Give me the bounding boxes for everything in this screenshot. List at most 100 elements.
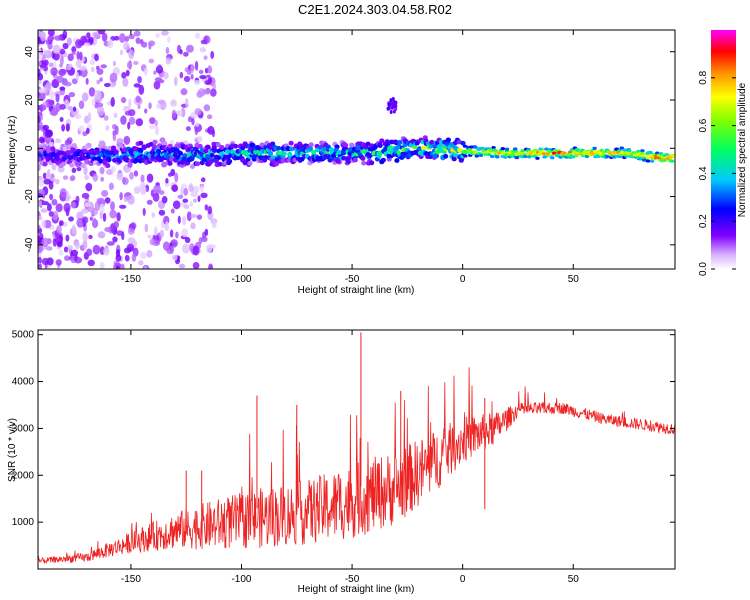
spectrogram-ridge-cell bbox=[267, 151, 274, 156]
spectrogram-ridge-cell bbox=[213, 158, 219, 164]
spectrogram-noise-cell bbox=[99, 203, 105, 214]
spectrogram-noise-cell bbox=[71, 167, 77, 174]
spectrogram-ridge-cell bbox=[80, 163, 86, 169]
spectrogram-noise-cell bbox=[63, 81, 72, 87]
spectrogram-noise-cell bbox=[38, 73, 44, 81]
spectrogram-noise-cell bbox=[192, 185, 200, 194]
spectrogram-ridge-cell bbox=[348, 142, 355, 148]
spectrogram-noise-cell bbox=[116, 230, 123, 236]
spectrogram-ridge-cell bbox=[105, 163, 111, 169]
spectrogram-ridge-cell bbox=[593, 149, 598, 154]
spectrogram-ridge-cell bbox=[226, 160, 232, 166]
spectrogram-ridge-cell bbox=[460, 140, 466, 146]
spectrogram-noise-cell bbox=[71, 51, 76, 56]
spectrogram-noise-cell bbox=[148, 42, 152, 50]
spectrogram-noise-cell bbox=[106, 241, 115, 246]
spectrogram-ridge-cell bbox=[343, 142, 349, 148]
spectrogram-noise-cell bbox=[78, 125, 85, 133]
spectrogram-panel: -150 -100 -50 0 50 -40 -20 0 20 40 Height of str… bbox=[7, 29, 676, 296]
spectrogram-noise-cell bbox=[152, 192, 160, 202]
spectrogram-ridge-cell bbox=[590, 152, 595, 156]
spectrogram-noise-cell bbox=[110, 97, 115, 107]
spectrogram-noise-cell bbox=[211, 220, 217, 229]
spectrogram-noise-cell bbox=[135, 118, 144, 127]
spectrogram-ridge-cell bbox=[458, 157, 464, 163]
spectrogram-noise-cell bbox=[165, 46, 170, 55]
spectrogram-blob-cell bbox=[389, 109, 393, 114]
spectrogram-noise-cell bbox=[124, 36, 130, 42]
spectrogram-noise-cell bbox=[75, 71, 80, 81]
spectrogram-noise-cell bbox=[105, 125, 110, 131]
spectrogram-noise-cell bbox=[38, 91, 46, 101]
spectrogram-ridge-cell bbox=[38, 156, 42, 162]
spectrogram-noise-cell bbox=[65, 196, 70, 202]
spectrogram-ridge-cell bbox=[205, 144, 211, 150]
spectrogram-noise-cell bbox=[200, 39, 207, 45]
spectrogram-noise-cell bbox=[192, 245, 200, 256]
spectrogram-blob-cell bbox=[390, 101, 394, 106]
spectrogram-noise-cell bbox=[45, 39, 50, 45]
spectrogram-noise-cell bbox=[182, 243, 190, 254]
spectrogram-ridge-cell bbox=[307, 146, 314, 152]
snr-y-label: SNR (10 * v/v) bbox=[7, 418, 18, 482]
spectrogram-noise-cell bbox=[51, 198, 58, 206]
spectrogram-noise-cell bbox=[203, 55, 208, 60]
spectrogram-noise-cell bbox=[76, 211, 84, 221]
spectrogram-noise-cell bbox=[204, 80, 212, 86]
spectrogram-noise-cell bbox=[183, 204, 190, 210]
spectrogram-noise-cell bbox=[135, 95, 141, 103]
colorbar-label: Normalized spectral amplitude bbox=[737, 82, 748, 217]
spectrogram-ridge-cell bbox=[473, 145, 478, 149]
spectrogram-ridge-cell bbox=[582, 150, 588, 154]
spectrogram-noise-cell bbox=[44, 84, 48, 94]
spectrogram-noise-cell bbox=[49, 90, 55, 100]
spectrogram-noise-cell bbox=[82, 232, 88, 242]
spectrogram-ridge-cell bbox=[495, 155, 500, 159]
spectrogram-x-tick-label: -50 bbox=[345, 274, 360, 285]
spectrogram-noise-cell bbox=[144, 223, 149, 233]
spectrogram-noise-cell bbox=[160, 30, 169, 36]
spectrogram-noise-cell bbox=[38, 236, 42, 245]
spectrogram-noise-cell bbox=[149, 117, 156, 125]
spectrogram-noise-cell bbox=[44, 129, 53, 138]
spectrogram-noise-cell bbox=[126, 243, 134, 252]
colorbar-gradient bbox=[711, 30, 736, 269]
spectrogram-noise-cell bbox=[67, 53, 74, 62]
spectrogram-noise-cell bbox=[140, 252, 148, 259]
spectrogram-noise-cell bbox=[112, 236, 118, 243]
spectrogram-noise-cell bbox=[43, 219, 52, 229]
spectrogram-noise-cell bbox=[65, 234, 70, 242]
spectrogram-noise-cell bbox=[55, 93, 60, 103]
spectrogram-noise-cell bbox=[126, 61, 133, 69]
spectrogram-noise-cell bbox=[158, 79, 165, 84]
spectrogram-noise-cell bbox=[190, 222, 196, 230]
spectrogram-noise-cell bbox=[194, 79, 201, 85]
spectrogram-ridge-cell bbox=[287, 151, 293, 157]
spectrogram-noise-cell bbox=[55, 178, 60, 185]
spectrogram-noise-cell bbox=[133, 186, 141, 194]
spectrogram-noise-cell bbox=[47, 42, 53, 50]
spectrogram-noise-cell bbox=[42, 124, 50, 131]
snr-x-tick-label: -50 bbox=[345, 574, 360, 585]
spectrogram-ridge-cell bbox=[555, 154, 560, 158]
spectrogram-ridge-cell bbox=[118, 143, 124, 149]
spectrogram-noise-cell bbox=[183, 188, 189, 196]
spectrogram-noise-cell bbox=[84, 202, 91, 208]
spectrogram-ridge-cell bbox=[367, 153, 373, 159]
spectrogram-ridge-cell bbox=[541, 152, 547, 156]
spectrogram-noise-cell bbox=[44, 59, 49, 66]
spectrogram-noise-cell bbox=[38, 215, 43, 221]
spectrogram-noise-cell bbox=[200, 177, 206, 183]
spectrogram-noise-cell bbox=[75, 59, 82, 68]
spectrogram-noise-cell bbox=[119, 49, 124, 56]
spectrogram-ridge-cell bbox=[152, 139, 158, 145]
spectrogram-ridge-cell bbox=[497, 151, 502, 155]
snr-panel: -150 -100 -50 0 50 1000 2000 3000 4000 5000 Heig… bbox=[7, 329, 676, 595]
spectrogram-noise-cell bbox=[144, 67, 148, 76]
spectrogram-ridge-cell bbox=[189, 156, 195, 162]
spectrogram-noise-cell bbox=[119, 204, 127, 209]
spectrogram-ridge-cell bbox=[189, 164, 196, 169]
spectrogram-noise-cell bbox=[167, 36, 171, 43]
spectrogram-noise-cell bbox=[204, 204, 209, 211]
spectrogram-noise-cell bbox=[153, 226, 158, 236]
